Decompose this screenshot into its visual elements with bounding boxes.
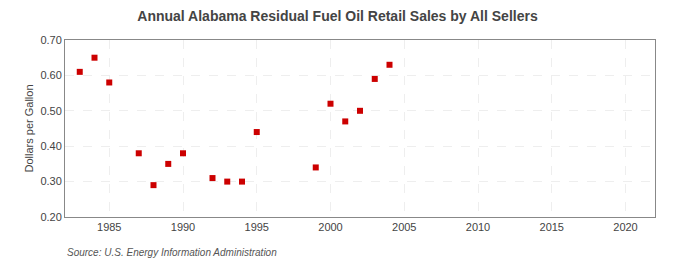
svg-text:0.20: 0.20 xyxy=(40,211,61,223)
svg-text:2015: 2015 xyxy=(540,221,564,233)
svg-text:1985: 1985 xyxy=(97,221,121,233)
svg-text:0.40: 0.40 xyxy=(40,140,61,152)
svg-text:Source: U.S. Energy Informatio: Source: U.S. Energy Information Administ… xyxy=(67,247,277,258)
svg-text:0.60: 0.60 xyxy=(40,69,61,81)
svg-text:2000: 2000 xyxy=(318,221,342,233)
svg-text:0.70: 0.70 xyxy=(40,34,61,46)
svg-text:0.50: 0.50 xyxy=(40,105,61,117)
svg-text:2010: 2010 xyxy=(466,221,490,233)
svg-text:2005: 2005 xyxy=(392,221,416,233)
svg-text:Dollars per Gallon: Dollars per Gallon xyxy=(23,84,35,172)
svg-text:1990: 1990 xyxy=(171,221,195,233)
svg-text:0.30: 0.30 xyxy=(40,175,61,187)
svg-text:2020: 2020 xyxy=(613,221,637,233)
svg-text:Annual Alabama Residual Fuel O: Annual Alabama Residual Fuel Oil Retail … xyxy=(137,8,538,24)
svg-text:1995: 1995 xyxy=(245,221,269,233)
